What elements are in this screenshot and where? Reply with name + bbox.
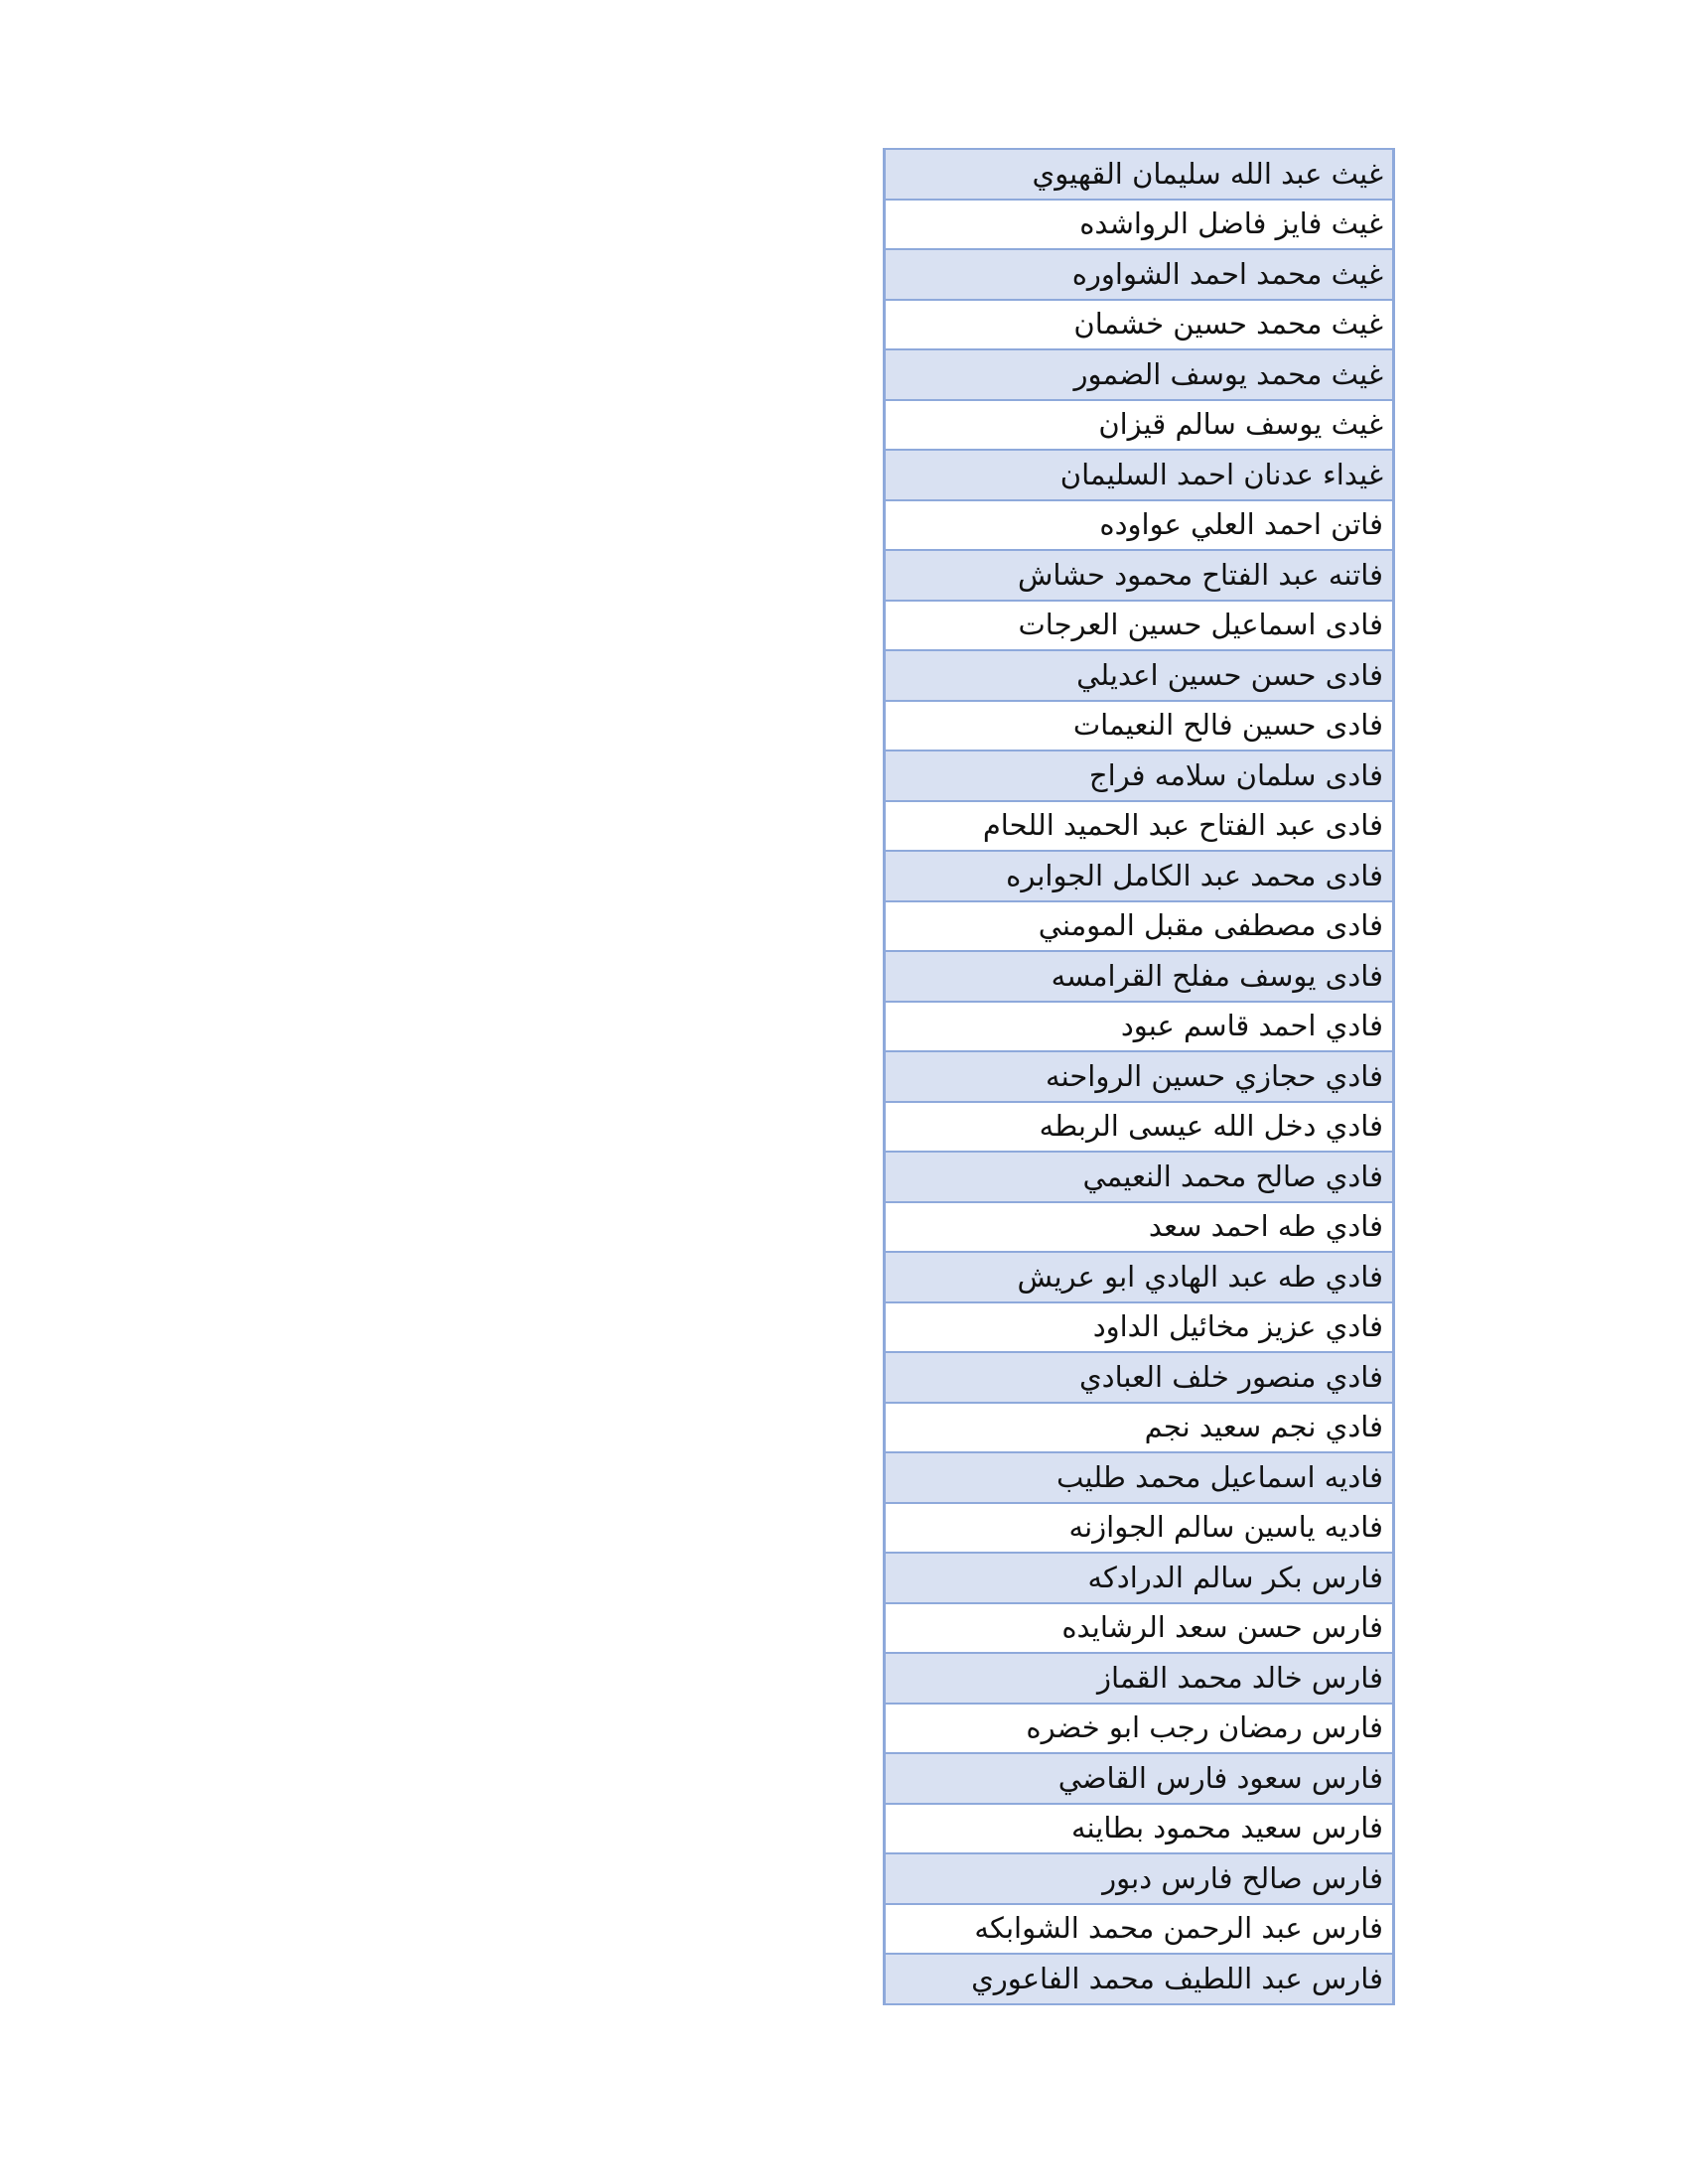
table-row: فادي احمد قاسم عبود xyxy=(883,1000,1395,1052)
table-row: فادى مصطفى مقبل المومني xyxy=(883,899,1395,952)
table-row: فادى حسن حسين اعديلي xyxy=(883,649,1395,702)
table-row: فاتنه عبد الفتاح محمود حشاش xyxy=(883,549,1395,602)
table-row: فارس صالح فارس دبور xyxy=(883,1852,1395,1905)
name-cell[interactable]: فارس صالح فارس دبور xyxy=(883,1852,1395,1905)
name-cell[interactable]: فادى حسين فالح النعيمات xyxy=(883,699,1395,751)
table-row: فارس عبد اللطيف محمد الفاعوري xyxy=(883,1953,1395,2005)
table-row: فارس عبد الرحمن محمد الشوابكه xyxy=(883,1902,1395,1955)
name-cell[interactable]: غيث محمد احمد الشواوره xyxy=(883,248,1395,301)
name-cell[interactable]: فادى اسماعيل حسين العرجات xyxy=(883,599,1395,651)
name-cell[interactable]: فادي عزيز مخائيل الداود xyxy=(883,1300,1395,1353)
name-cell[interactable]: غيث محمد حسين خشمان xyxy=(883,298,1395,350)
table-row: فاديه اسماعيل محمد طليب xyxy=(883,1451,1395,1504)
table-row: فادى حسين فالح النعيمات xyxy=(883,699,1395,751)
table-row: غيث محمد يوسف الضمور xyxy=(883,348,1395,401)
table-row: فاديه ياسين سالم الجوازنه xyxy=(883,1501,1395,1554)
name-cell[interactable]: فارس رمضان رجب ابو خضره xyxy=(883,1702,1395,1754)
name-cell[interactable]: فادي صالح محمد النعيمي xyxy=(883,1151,1395,1203)
table-row: فارس رمضان رجب ابو خضره xyxy=(883,1702,1395,1754)
table-row: فادي عزيز مخائيل الداود xyxy=(883,1300,1395,1353)
table-row: فارس سعيد محمود بطاينه xyxy=(883,1802,1395,1854)
name-cell[interactable]: فادي طه احمد سعد xyxy=(883,1200,1395,1253)
table-row: فادي دخل الله عيسى الربطه xyxy=(883,1100,1395,1153)
table-row: فادى عبد الفتاح عبد الحميد اللحام xyxy=(883,799,1395,852)
name-cell[interactable]: فادى مصطفى مقبل المومني xyxy=(883,899,1395,952)
name-cell[interactable]: فادى محمد عبد الكامل الجوابره xyxy=(883,850,1395,902)
name-cell[interactable]: فارس عبد اللطيف محمد الفاعوري xyxy=(883,1953,1395,2005)
table-row: فادي صالح محمد النعيمي xyxy=(883,1151,1395,1203)
table-row: فادي طه احمد سعد xyxy=(883,1200,1395,1253)
name-cell[interactable]: فاديه ياسين سالم الجوازنه xyxy=(883,1501,1395,1554)
table-row: فارس خالد محمد القماز xyxy=(883,1652,1395,1705)
table-row: فادي منصور خلف العبادي xyxy=(883,1351,1395,1404)
name-cell[interactable]: غيث فايز فاضل الرواشده xyxy=(883,198,1395,250)
table-row: فادى اسماعيل حسين العرجات xyxy=(883,599,1395,651)
name-cell[interactable]: فاديه اسماعيل محمد طليب xyxy=(883,1451,1395,1504)
name-cell[interactable]: فادي طه عبد الهادي ابو عريش xyxy=(883,1251,1395,1303)
name-cell[interactable]: غيث عبد الله سليمان القهيوي xyxy=(883,148,1395,201)
name-cell[interactable]: فارس عبد الرحمن محمد الشوابكه xyxy=(883,1902,1395,1955)
name-cell[interactable]: فاتنه عبد الفتاح محمود حشاش xyxy=(883,549,1395,602)
name-cell[interactable]: فادي نجم سعيد نجم xyxy=(883,1401,1395,1453)
name-cell[interactable]: غيداء عدنان احمد السليمان xyxy=(883,449,1395,501)
name-cell[interactable]: فادي دخل الله عيسى الربطه xyxy=(883,1100,1395,1153)
table-row: غيث عبد الله سليمان القهيوي xyxy=(883,148,1395,201)
name-cell[interactable]: فادى حسن حسين اعديلي xyxy=(883,649,1395,702)
names-table-body: غيث عبد الله سليمان القهيوي غيث فايز فاضل… xyxy=(883,148,1395,2005)
table-row: غيث محمد حسين خشمان xyxy=(883,298,1395,350)
table-row: غيداء عدنان احمد السليمان xyxy=(883,449,1395,501)
name-cell[interactable]: فارس خالد محمد القماز xyxy=(883,1652,1395,1705)
name-cell[interactable]: فارس حسن سعد الرشايده xyxy=(883,1601,1395,1654)
table-row: فاتن احمد العلي عواوده xyxy=(883,498,1395,551)
table-row: غيث فايز فاضل الرواشده xyxy=(883,198,1395,250)
name-cell[interactable]: غيث يوسف سالم قيزان xyxy=(883,398,1395,451)
name-cell[interactable]: فادى يوسف مفلح القرامسه xyxy=(883,950,1395,1003)
table-row: فارس سعود فارس القاضي xyxy=(883,1752,1395,1805)
table-row: فادي حجازي حسين الرواحنه xyxy=(883,1050,1395,1103)
table-row: غيث محمد احمد الشواوره xyxy=(883,248,1395,301)
table-row: فادي نجم سعيد نجم xyxy=(883,1401,1395,1453)
name-cell[interactable]: فارس سعود فارس القاضي xyxy=(883,1752,1395,1805)
name-cell[interactable]: فادى عبد الفتاح عبد الحميد اللحام xyxy=(883,799,1395,852)
names-table: غيث عبد الله سليمان القهيوي غيث فايز فاضل… xyxy=(883,148,1395,2005)
table-row: غيث يوسف سالم قيزان xyxy=(883,398,1395,451)
table-row: فادي طه عبد الهادي ابو عريش xyxy=(883,1251,1395,1303)
table-row: فادى سلمان سلامه فراج xyxy=(883,750,1395,802)
name-cell[interactable]: فارس بكر سالم الدرادكه xyxy=(883,1552,1395,1604)
name-cell[interactable]: فادي حجازي حسين الرواحنه xyxy=(883,1050,1395,1103)
name-cell[interactable]: فادي منصور خلف العبادي xyxy=(883,1351,1395,1404)
name-cell[interactable]: فادي احمد قاسم عبود xyxy=(883,1000,1395,1052)
name-cell[interactable]: فادى سلمان سلامه فراج xyxy=(883,750,1395,802)
table-row: فادى يوسف مفلح القرامسه xyxy=(883,950,1395,1003)
name-cell[interactable]: فاتن احمد العلي عواوده xyxy=(883,498,1395,551)
table-row: فارس حسن سعد الرشايده xyxy=(883,1601,1395,1654)
table-row: فارس بكر سالم الدرادكه xyxy=(883,1552,1395,1604)
name-cell[interactable]: غيث محمد يوسف الضمور xyxy=(883,348,1395,401)
table-row: فادى محمد عبد الكامل الجوابره xyxy=(883,850,1395,902)
name-cell[interactable]: فارس سعيد محمود بطاينه xyxy=(883,1802,1395,1854)
